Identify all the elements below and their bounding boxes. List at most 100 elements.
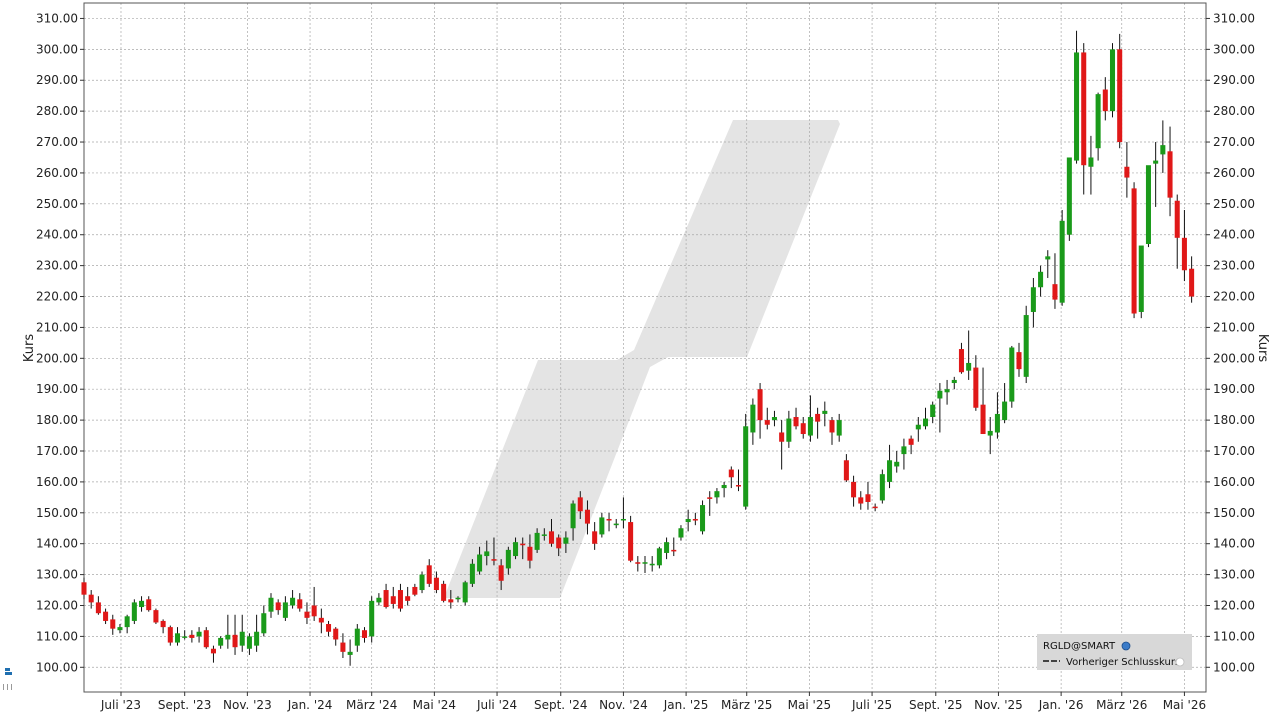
candle	[584, 500, 590, 535]
candle	[1009, 345, 1015, 408]
candle-body	[520, 543, 526, 546]
candle	[771, 410, 777, 427]
candle	[376, 593, 382, 606]
candle-body	[88, 594, 94, 603]
candle-body	[815, 413, 821, 422]
candle	[196, 627, 202, 643]
candle	[397, 583, 403, 612]
candle-body	[182, 636, 188, 638]
candle-body	[498, 565, 504, 581]
candle-body	[210, 648, 216, 654]
candle	[146, 596, 152, 612]
candle-body	[908, 438, 914, 445]
candle	[239, 614, 245, 652]
y-tick-label-right: 130.00	[1213, 568, 1255, 582]
candle-body	[1145, 165, 1151, 244]
candle-body	[397, 590, 403, 609]
candle-body	[592, 531, 598, 544]
candle	[836, 413, 842, 442]
candle	[958, 342, 964, 374]
candle	[865, 481, 871, 510]
candle	[275, 599, 281, 615]
candle-body	[1081, 52, 1087, 166]
candle-body	[570, 503, 576, 529]
scale-icon-tick	[7, 684, 8, 690]
legend-prev-close: Vorheriger Schlusskurs	[1066, 657, 1180, 668]
candle-body	[1045, 256, 1051, 260]
y-tick-label-right: 230.00	[1213, 259, 1255, 273]
candle-body	[822, 410, 828, 414]
candle-body	[901, 446, 907, 455]
x-axis: Juli '23 Sept. '23 Nov. '23 Jan. '24 März '2…	[100, 692, 1206, 712]
candle-body	[1174, 200, 1180, 238]
candle-body	[268, 597, 274, 612]
candle	[354, 624, 360, 652]
candle-body	[764, 420, 770, 425]
candle	[1030, 277, 1036, 328]
candle	[922, 407, 929, 430]
candle	[326, 620, 332, 637]
y-axis-right: 100.00 110.00 120.00 130.00 140.00 150.00 160.…	[1206, 11, 1255, 674]
candle-body	[577, 497, 583, 512]
candle-body	[664, 542, 670, 553]
globe-icon	[1121, 641, 1131, 651]
candle	[311, 586, 317, 621]
candle	[477, 546, 483, 575]
legend-toggle-icon[interactable]	[1175, 657, 1185, 667]
candle	[469, 559, 475, 587]
y-tick-label-right: 250.00	[1213, 197, 1255, 211]
candle-body	[124, 616, 130, 628]
candle-body	[1052, 284, 1058, 300]
candle	[1095, 92, 1101, 161]
candle	[887, 444, 893, 489]
candle	[139, 596, 145, 612]
candle-body	[505, 549, 511, 569]
candle-body	[390, 596, 396, 604]
candle	[656, 546, 662, 569]
candle	[261, 605, 267, 637]
candle	[174, 627, 181, 646]
candle	[131, 599, 137, 625]
x-tick-label: Jan. '26	[1038, 698, 1084, 712]
candle-body	[671, 549, 677, 552]
x-tick-label: Sept. '23	[158, 698, 212, 712]
watermark-shape	[445, 120, 840, 598]
candle	[822, 401, 828, 427]
y-tick-label-right: 140.00	[1213, 537, 1255, 551]
candle-body	[340, 642, 346, 652]
candle	[1038, 265, 1044, 297]
candle	[412, 583, 418, 597]
candle	[1145, 165, 1151, 248]
y-tick-label-right: 280.00	[1213, 104, 1255, 118]
candle	[426, 559, 432, 587]
candle	[700, 500, 706, 535]
scale-icon[interactable]	[3, 668, 12, 690]
x-tick-label: Juli '23	[100, 698, 141, 712]
candle-body	[707, 497, 713, 499]
y-tick-label-right: 220.00	[1213, 290, 1255, 304]
candle-body	[872, 506, 878, 509]
candle	[1117, 33, 1123, 149]
y-tick-label-left: 280.00	[36, 104, 78, 118]
candle	[541, 528, 547, 541]
candle	[858, 491, 864, 510]
y-tick-label-right: 190.00	[1213, 382, 1255, 396]
candle-body	[354, 628, 360, 646]
candle	[685, 509, 691, 532]
candle	[786, 410, 792, 448]
candle	[915, 417, 921, 442]
y-tick-label-left: 220.00	[36, 290, 78, 304]
candle-body	[1009, 347, 1015, 402]
candle-body	[117, 627, 123, 631]
candle-body	[326, 624, 332, 632]
candle-body	[369, 600, 375, 637]
candle	[937, 383, 943, 433]
candle	[462, 580, 468, 606]
candle-body	[174, 633, 181, 643]
candle	[1081, 43, 1087, 195]
candle	[1167, 126, 1173, 217]
candle	[735, 469, 742, 492]
candle	[570, 500, 576, 541]
